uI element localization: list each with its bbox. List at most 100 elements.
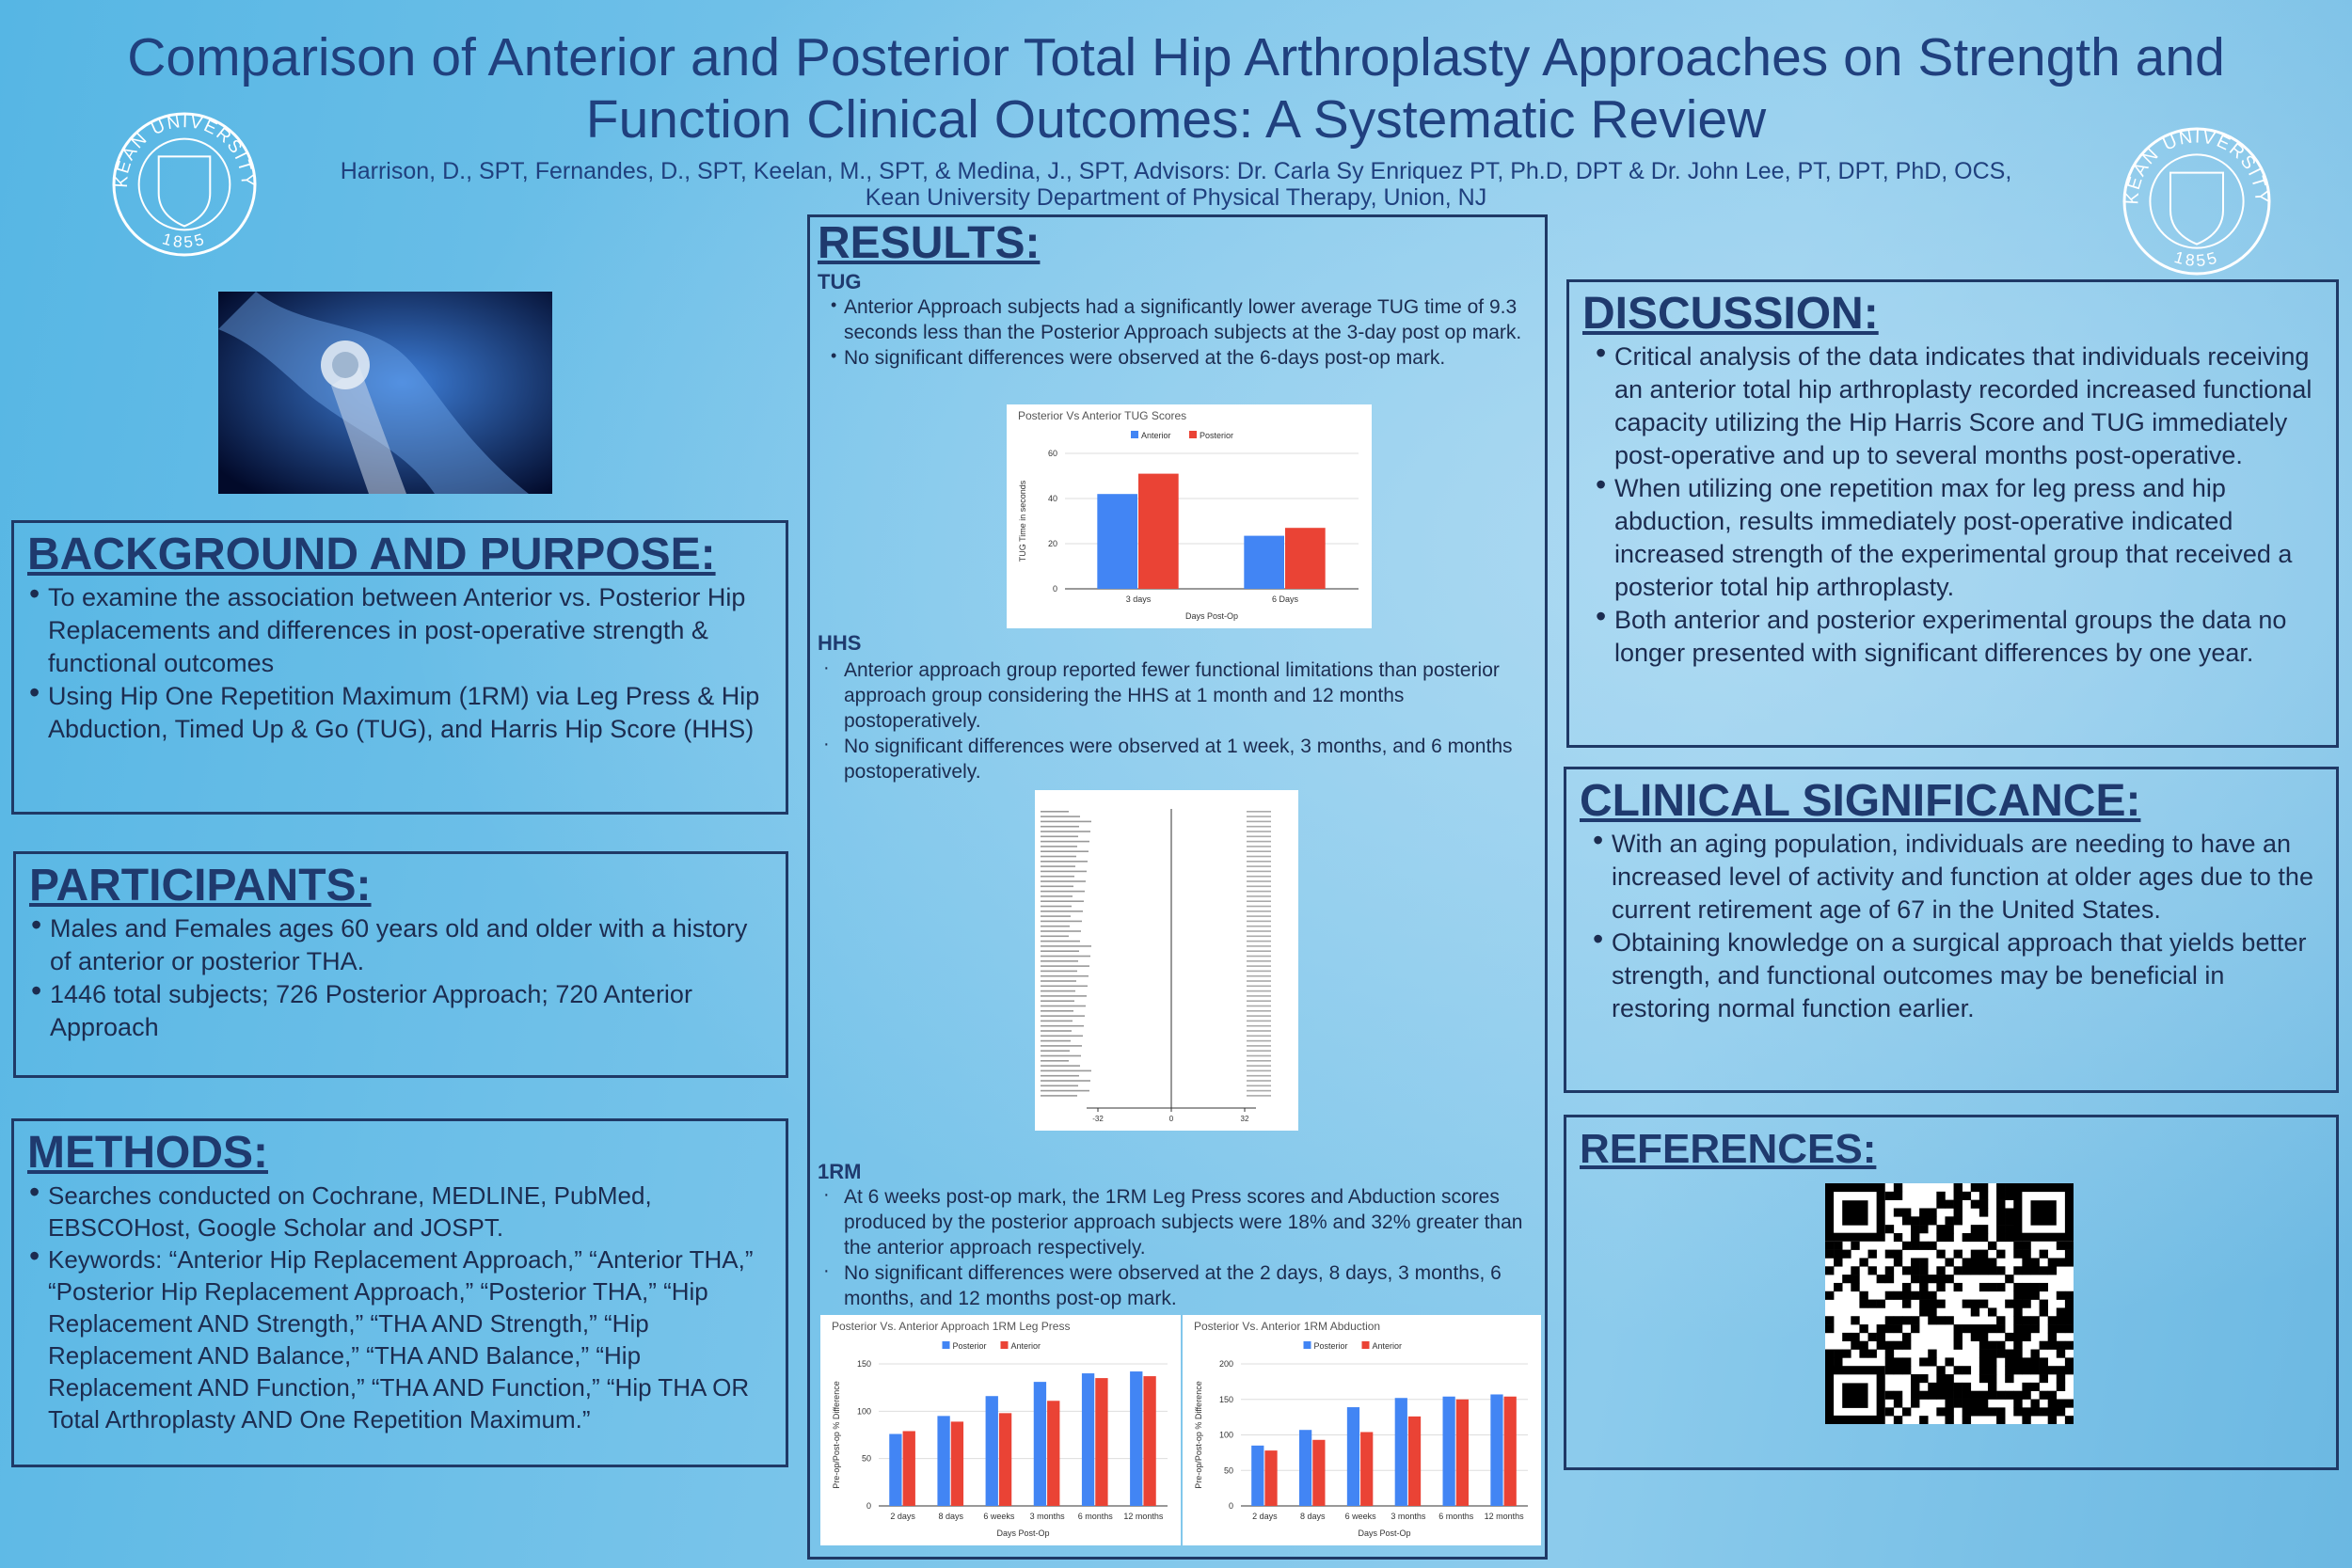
qr-code[interactable]: [1825, 1183, 2074, 1424]
legend-label: Posterior: [1200, 431, 1233, 440]
qr-module: [2056, 1324, 2066, 1334]
qr-module: [1884, 1366, 1895, 1375]
row-text: [1247, 1039, 1271, 1042]
qr-module: [2022, 1382, 2031, 1391]
qr-module: [2005, 1208, 2014, 1217]
row-text: [1247, 880, 1271, 882]
row-text: [1041, 1095, 1077, 1097]
chart-title: Posterior Vs Anterior TUG Scores: [1018, 409, 1186, 422]
y-tick-label: 60: [1048, 449, 1057, 458]
row-text: [1247, 974, 1271, 977]
qr-module: [1970, 1390, 1980, 1400]
qr-module: [1884, 1349, 1895, 1358]
bullet-list: To examine the association between Anter…: [27, 578, 772, 746]
logo-text: 1855: [2172, 247, 2221, 270]
qr-finder: [2013, 1183, 2074, 1242]
qr-module: [1893, 1183, 1903, 1193]
logo-text: KEAN UNIVERSITY: [111, 111, 258, 188]
qr-module: [1962, 1407, 1972, 1417]
row-text: [1041, 875, 1074, 878]
row-text: [1247, 911, 1271, 912]
background-section: BACKGROUND AND PURPOSE: To examine the a…: [11, 520, 788, 815]
qr-module: [1987, 1366, 1997, 1375]
bar: [985, 1396, 998, 1506]
qr-module: [1919, 1266, 1929, 1275]
logo-shield: [157, 155, 212, 228]
qr-module: [1996, 1208, 2006, 1217]
qr-module: [2013, 1316, 2023, 1325]
qr-module: [1825, 1249, 1835, 1259]
row-text: [1247, 831, 1271, 832]
qr-module: [1970, 1232, 1980, 1243]
qr-module: [1911, 1382, 1920, 1391]
qr-module: [1953, 1399, 1963, 1408]
qr-module: [2013, 1291, 2023, 1300]
row-text: [1247, 985, 1271, 988]
row-text: [1041, 816, 1080, 817]
qr-module: [1919, 1299, 1929, 1308]
qr-module: [1970, 1258, 1980, 1267]
qr-module: [1962, 1299, 1972, 1308]
qr-module: [1945, 1382, 1954, 1391]
qr-module: [2022, 1299, 2031, 1308]
qr-module: [1979, 1340, 1989, 1350]
qr-module: [1962, 1366, 1972, 1375]
qr-module: [1851, 1340, 1860, 1350]
row-text: [1041, 811, 1069, 813]
qr-module: [1867, 1332, 1877, 1342]
qr-module: [1884, 1191, 1895, 1200]
qr-module: [1996, 1216, 2006, 1226]
chart-title: Posterior Vs. Anterior 1RM Abduction: [1194, 1320, 1380, 1333]
legend-label: Posterior: [1314, 1341, 1348, 1351]
qr-module: [2013, 1390, 2023, 1400]
qr-module: [1901, 1291, 1912, 1300]
qr-module: [1884, 1340, 1895, 1350]
qr-module: [1859, 1299, 1868, 1308]
bullet-list: Critical analysis of the data indicates …: [1582, 337, 2323, 670]
qr-module: [1979, 1232, 1989, 1243]
x-tick-label: 3 months: [1030, 1512, 1066, 1521]
qr-module: [2039, 1366, 2048, 1375]
qr-module: [1884, 1316, 1895, 1325]
qr-module: [1979, 1191, 1989, 1200]
qr-module: [2013, 1357, 2023, 1367]
qr-module: [1911, 1291, 1920, 1300]
qr-module: [2013, 1282, 2023, 1292]
bar: [1394, 1398, 1407, 1506]
qr-module: [1936, 1407, 1946, 1417]
row-text: [1247, 1095, 1271, 1097]
qr-module: [2013, 1340, 2023, 1350]
qr-module: [1825, 1324, 1835, 1334]
qr-module: [1970, 1324, 1980, 1334]
row-text: [1247, 885, 1271, 888]
row-text: [1247, 1035, 1271, 1037]
qr-module: [2013, 1249, 2023, 1259]
row-text: [1041, 970, 1077, 973]
qr-module: [1919, 1225, 1929, 1234]
qr-module: [1928, 1382, 1937, 1391]
qr-module: [2064, 1324, 2074, 1334]
legend-label: Anterior: [1373, 1341, 1403, 1351]
qr-module: [2005, 1225, 2014, 1234]
x-tick-label: 6 Days: [1272, 594, 1299, 604]
bullet: No significant differences were observed…: [831, 343, 1537, 371]
qr-module: [2039, 1307, 2048, 1317]
qr-module: [2022, 1316, 2031, 1325]
qr-module: [1945, 1216, 1954, 1226]
qr-module: [2005, 1183, 2014, 1193]
row-text: [1247, 820, 1271, 823]
qr-module: [1987, 1357, 1997, 1367]
qr-module: [1919, 1357, 1929, 1367]
qr-finder: [1842, 1200, 1868, 1226]
qr-module: [1876, 1340, 1886, 1350]
results-section: RESULTS: TUG Anterior Approach subjects …: [807, 214, 1548, 1560]
qr-module: [1884, 1324, 1895, 1334]
qr-module: [1936, 1374, 1946, 1384]
qr-module: [1919, 1291, 1929, 1300]
qr-module: [1901, 1216, 1912, 1226]
qr-module: [2056, 1258, 2066, 1267]
qr-module: [1970, 1249, 1980, 1259]
qr-module: [1919, 1374, 1929, 1384]
qr-finder: [1825, 1366, 1885, 1424]
qr-module: [2005, 1191, 2014, 1200]
